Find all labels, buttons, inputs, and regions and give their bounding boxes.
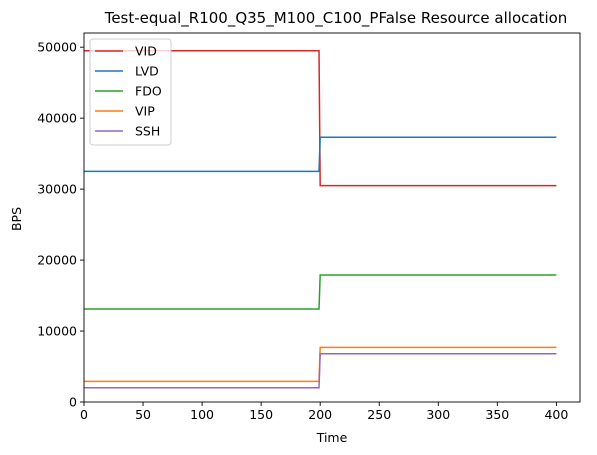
y-axis-ticks: 0 10000 20000 30000 40000 50000 <box>37 40 84 410</box>
x-axis-ticks: 0 50 100 150 200 250 300 350 400 <box>80 402 568 422</box>
legend-box <box>89 38 172 146</box>
legend-label-vip: VIP <box>135 104 155 119</box>
x-tick-label: 350 <box>485 407 509 422</box>
y-tick-label: 40000 <box>37 111 77 126</box>
x-tick-label: 250 <box>367 407 391 422</box>
y-tick-label: 20000 <box>37 253 77 268</box>
legend-label-fdo: FDO <box>135 84 162 99</box>
x-axis-label: Time <box>316 430 348 445</box>
y-tick-label: 0 <box>69 395 77 410</box>
y-tick-label: 30000 <box>37 182 77 197</box>
x-tick-label: 50 <box>135 407 151 422</box>
x-tick-label: 400 <box>544 407 568 422</box>
y-axis-label: BPS <box>9 207 24 231</box>
legend-label-lvd: LVD <box>135 64 159 79</box>
x-tick-label: 150 <box>249 407 273 422</box>
y-tick-label: 10000 <box>37 324 77 339</box>
y-tick-label: 50000 <box>37 40 77 55</box>
legend: VID LVD FDO VIP SSH <box>89 38 172 146</box>
series-line-ssh <box>84 353 557 389</box>
x-tick-label: 100 <box>190 407 214 422</box>
legend-label-ssh: SSH <box>135 124 160 139</box>
plot-lines <box>84 49 557 389</box>
series-line-vid <box>84 49 557 187</box>
legend-label-vid: VID <box>135 44 157 59</box>
x-tick-label: 300 <box>426 407 450 422</box>
chart-title: Test-equal_R100_Q35_M100_C100_PFalse Res… <box>104 9 568 28</box>
x-tick-label: 200 <box>308 407 332 422</box>
x-tick-label: 0 <box>80 407 88 422</box>
series-line-lvd <box>84 136 557 173</box>
plot-frame <box>83 32 581 403</box>
series-line-fdo <box>84 274 557 310</box>
